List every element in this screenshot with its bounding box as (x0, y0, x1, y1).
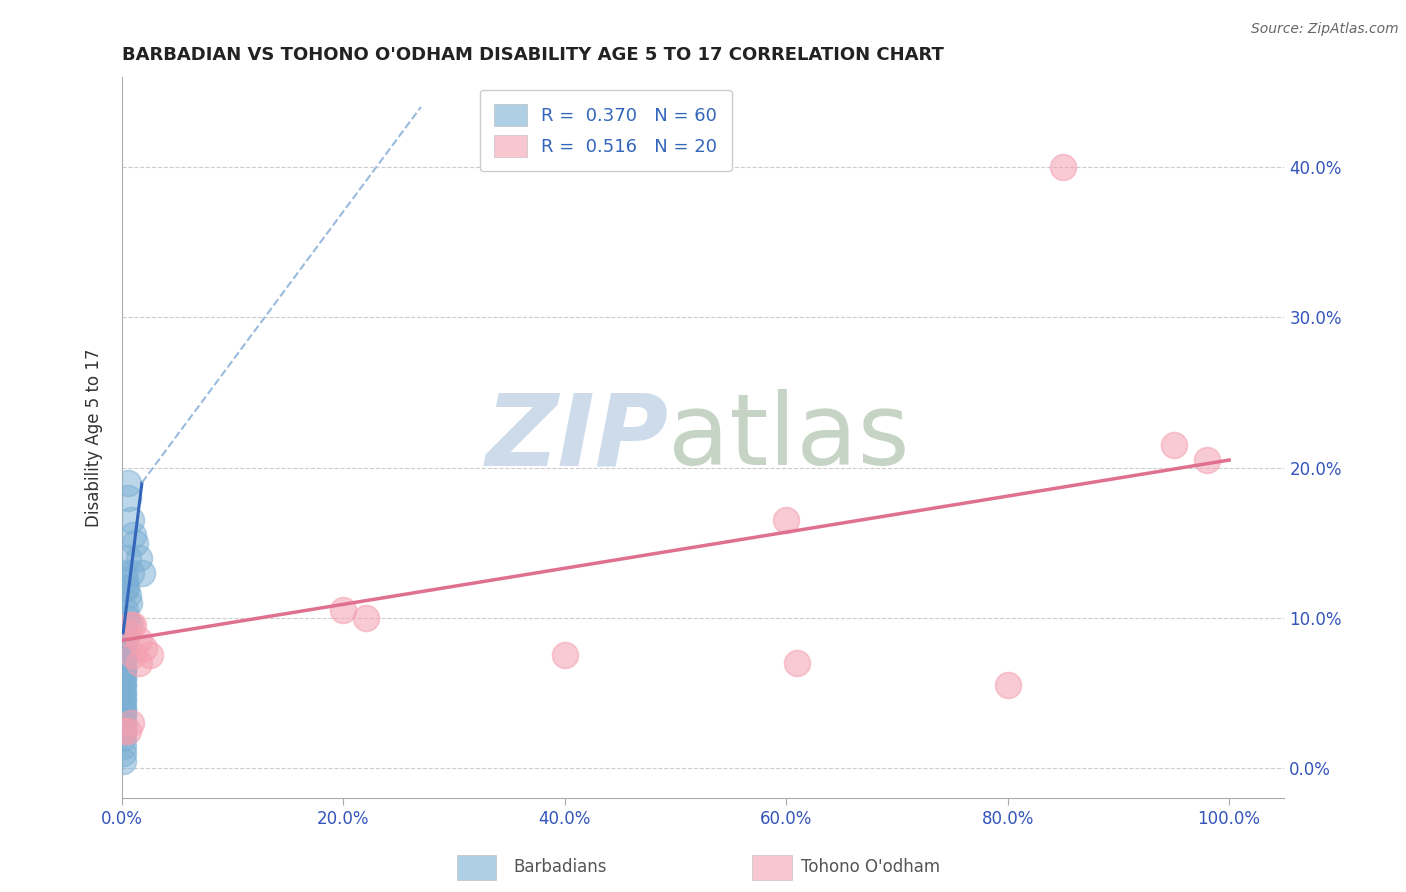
Point (117, 723, 139, 738)
Point (112, 664, 135, 678)
Point (554, 648, 576, 663)
Point (117, 491, 139, 505)
Point (114, 574, 136, 588)
Point (120, 716, 142, 731)
Point (1163, 438, 1185, 452)
Point (128, 656, 150, 670)
Point (112, 739, 135, 753)
Point (112, 625, 135, 640)
Point (112, 754, 135, 768)
Text: Source: ZipAtlas.com: Source: ZipAtlas.com (1251, 22, 1399, 37)
Point (114, 603, 136, 617)
Point (134, 640, 156, 655)
Point (112, 625, 135, 640)
Point (112, 701, 135, 715)
Point (112, 633, 135, 648)
Point (112, 633, 135, 648)
Point (112, 701, 135, 715)
Point (138, 648, 160, 663)
Point (120, 618, 142, 632)
Y-axis label: Disability Age 5 to 17: Disability Age 5 to 17 (86, 348, 103, 527)
Point (112, 693, 135, 707)
Point (112, 716, 135, 731)
Point (112, 640, 135, 655)
Point (112, 656, 135, 670)
Point (112, 686, 135, 700)
Text: Tohono O'odham: Tohono O'odham (801, 858, 941, 876)
Point (112, 671, 135, 685)
Point (117, 550, 139, 565)
Point (112, 648, 135, 663)
Point (117, 475, 139, 490)
Point (128, 633, 150, 648)
Point (332, 603, 354, 617)
Point (112, 716, 135, 731)
Point (115, 581, 138, 595)
Point (112, 746, 135, 760)
Point (112, 731, 135, 745)
Point (117, 588, 139, 602)
Point (112, 640, 135, 655)
Point (118, 618, 141, 632)
Point (112, 648, 135, 663)
Legend: R =  0.370   N = 60, R =  0.516   N = 20: R = 0.370 N = 60, R = 0.516 N = 20 (479, 89, 731, 171)
Point (112, 618, 135, 632)
Point (997, 678, 1019, 692)
Point (112, 633, 135, 648)
Point (112, 625, 135, 640)
Point (112, 664, 135, 678)
Point (122, 618, 145, 632)
Point (112, 671, 135, 685)
Point (112, 640, 135, 655)
Point (112, 656, 135, 670)
Point (112, 566, 135, 580)
Point (354, 611, 377, 625)
Point (112, 656, 135, 670)
Point (1195, 453, 1218, 467)
Point (128, 550, 150, 565)
Point (112, 723, 135, 738)
Point (115, 611, 138, 625)
Point (120, 513, 142, 527)
Point (122, 528, 145, 542)
Point (112, 648, 135, 663)
Point (112, 693, 135, 707)
Point (112, 678, 135, 692)
Point (120, 566, 142, 580)
Text: atlas: atlas (668, 389, 910, 486)
Point (131, 566, 153, 580)
Point (112, 625, 135, 640)
Point (117, 625, 139, 640)
Point (112, 648, 135, 663)
Point (112, 708, 135, 723)
Point (112, 664, 135, 678)
Point (112, 723, 135, 738)
Point (112, 686, 135, 700)
Point (112, 678, 135, 692)
Point (122, 648, 145, 663)
Text: Barbadians: Barbadians (513, 858, 607, 876)
Text: BARBADIAN VS TOHONO O'ODHAM DISABILITY AGE 5 TO 17 CORRELATION CHART: BARBADIAN VS TOHONO O'ODHAM DISABILITY A… (122, 46, 943, 64)
Point (775, 513, 797, 527)
Point (124, 535, 146, 549)
Text: ZIP: ZIP (485, 389, 668, 486)
Point (112, 723, 135, 738)
Point (112, 708, 135, 723)
Point (114, 581, 136, 595)
Point (786, 656, 808, 670)
Point (114, 633, 136, 648)
Point (118, 596, 141, 610)
Point (1052, 160, 1074, 174)
